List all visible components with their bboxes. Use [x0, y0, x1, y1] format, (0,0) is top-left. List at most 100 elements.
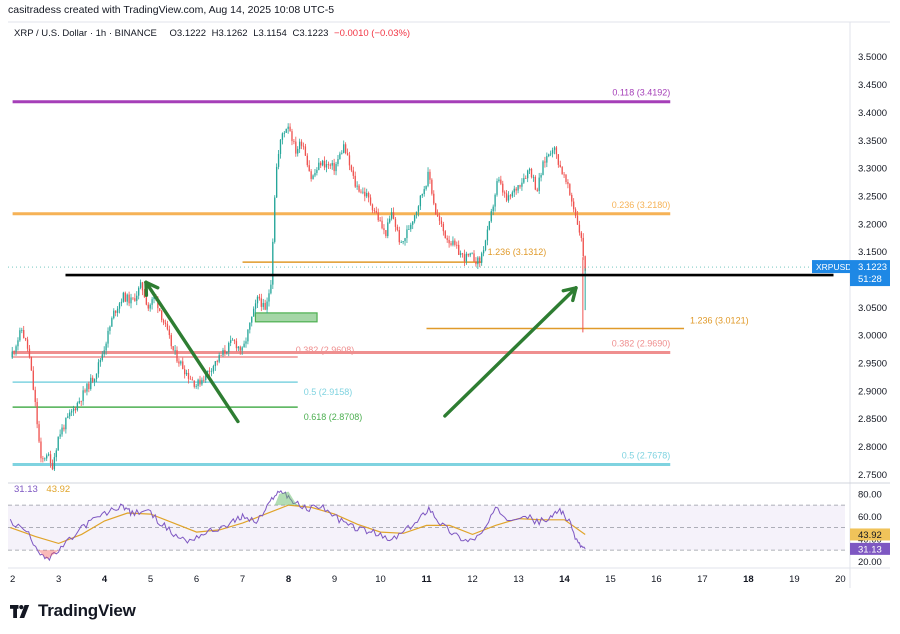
candle-body: [69, 412, 71, 417]
green-arrow-left-head: [144, 280, 160, 290]
candle-body: [302, 145, 305, 147]
candle-body: [285, 128, 287, 133]
x-tick-label: 12: [467, 574, 478, 585]
candle-body: [176, 349, 178, 362]
x-tick-label: 20: [835, 574, 846, 585]
tradingview-brand[interactable]: TradingView: [10, 601, 136, 621]
brand-name: TradingView: [38, 601, 136, 620]
candle-body: [551, 150, 554, 154]
candle-body: [274, 197, 276, 242]
candle-body: [224, 349, 226, 354]
fib-level-label: 0.5 (2.9158): [304, 387, 353, 397]
close-value: C3.1223: [292, 28, 329, 39]
candle-body: [312, 175, 314, 179]
candle-body: [101, 354, 103, 361]
x-tick-label: 15: [605, 574, 616, 585]
candle-body: [385, 230, 387, 237]
candle-body: [387, 222, 389, 237]
candle-body: [281, 133, 284, 140]
candle-body: [433, 193, 435, 204]
candle-body: [339, 153, 341, 160]
symbol-badge-text: XRPUSD: [816, 262, 851, 272]
candle-body: [423, 189, 425, 195]
candle-body: [400, 242, 402, 243]
candle-body: [249, 322, 251, 330]
candle-body: [239, 346, 241, 351]
candle-body: [576, 215, 579, 225]
candle-body: [436, 214, 439, 217]
candle-body: [553, 147, 556, 151]
candle-body: [55, 450, 57, 458]
candle-body: [544, 161, 546, 163]
candle-body: [335, 163, 337, 172]
candle-body: [266, 301, 268, 310]
candle-body: [343, 144, 345, 153]
candle-body: [456, 244, 458, 246]
candle-body: [235, 341, 238, 349]
candle-body: [122, 292, 125, 302]
candle-body: [187, 372, 190, 379]
candle-body: [364, 191, 366, 197]
candle-body: [26, 339, 29, 349]
rsi-ma-legend-value: 43.92: [46, 484, 71, 495]
candle-body: [139, 282, 142, 288]
candle-body: [220, 355, 222, 356]
candle-body: [502, 183, 504, 193]
candle-body: [419, 195, 422, 207]
fib-level-label: 0.382 (2.9690): [612, 338, 671, 348]
candle-body: [268, 293, 270, 302]
candle-body: [201, 379, 203, 385]
rsi-tick-label: 80.00: [858, 489, 882, 500]
candle-body: [479, 257, 481, 263]
x-tick-label: 5: [148, 574, 153, 585]
candle-body: [572, 201, 575, 210]
candle-body: [329, 164, 331, 166]
candle-body: [97, 362, 100, 374]
fib-level-label: 0.5 (2.7678): [622, 451, 671, 461]
y-tick-label: 3.2000: [858, 219, 887, 230]
candle-body: [34, 389, 36, 403]
candle-body: [11, 351, 13, 358]
symbol-label[interactable]: XRP / U.S. Dollar · 1h · BINANCE: [14, 28, 157, 39]
fib-level-label: 0.236 (3.2180): [612, 200, 671, 210]
candle-body: [389, 218, 391, 223]
candle-body: [304, 146, 307, 156]
fib-level-label: 1.236 (3.1312): [488, 247, 547, 257]
candle-body: [429, 171, 431, 180]
candle-body: [504, 192, 506, 194]
candle-body: [490, 211, 492, 222]
candle-body: [126, 294, 128, 302]
candle-body: [53, 457, 56, 470]
rsi-ma-badge: [850, 528, 890, 541]
candle-body: [415, 211, 418, 216]
candle-body: [116, 308, 119, 313]
candle-body: [517, 185, 519, 191]
candle-body: [233, 339, 236, 342]
candle-body: [465, 253, 468, 262]
candle-body: [170, 335, 172, 347]
candle-body: [341, 152, 343, 154]
candle-body: [151, 299, 153, 305]
candle-body: [316, 169, 318, 173]
candle-body: [124, 292, 126, 302]
rsi-legend: 31.13 43.92: [14, 484, 70, 495]
change-value: −0.0010 (−0.03%): [334, 28, 411, 39]
y-tick-label: 3.3000: [858, 164, 887, 175]
candle-body: [561, 166, 563, 175]
candle-body: [205, 372, 207, 380]
candle-body: [481, 253, 483, 263]
candle-body: [19, 330, 21, 341]
candle-body: [90, 377, 92, 390]
y-tick-label: 3.2500: [858, 191, 887, 202]
candle-body: [195, 386, 197, 387]
candle-body: [182, 361, 184, 370]
credit-text: casitradess created with TradingView.com…: [8, 4, 335, 16]
x-tick-label: 3: [56, 574, 61, 585]
candle-body: [228, 342, 230, 352]
candle-body: [565, 174, 567, 183]
candle-body: [15, 346, 17, 352]
candle-body: [229, 340, 232, 343]
candle-body: [138, 287, 140, 296]
candle-body: [59, 434, 61, 437]
